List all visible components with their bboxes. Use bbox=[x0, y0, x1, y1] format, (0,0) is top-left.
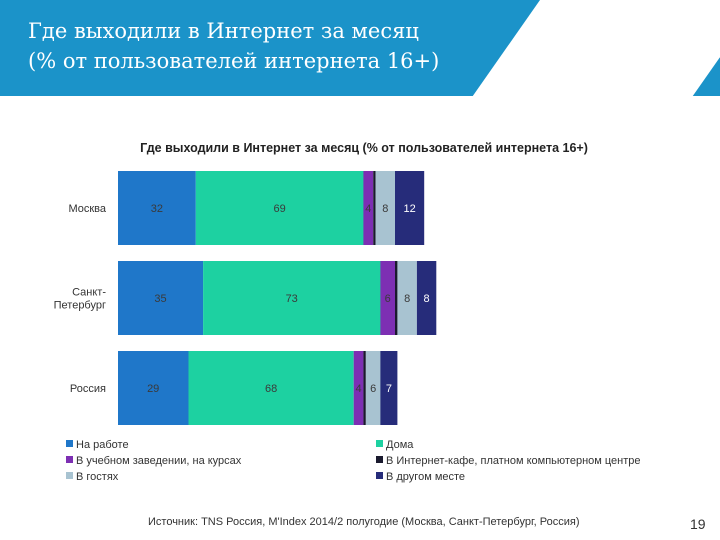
bar-segment bbox=[416, 261, 437, 335]
legend-label: В учебном заведении, на курсах bbox=[76, 455, 242, 467]
slide-title: Где выходили в Интернет за месяц (% от п… bbox=[28, 16, 628, 76]
header-band bbox=[0, 0, 720, 96]
slide-title-line1: Где выходили в Интернет за месяц bbox=[28, 19, 419, 43]
legend-swatch bbox=[376, 440, 383, 447]
legend-swatch bbox=[376, 472, 383, 479]
legend-swatch bbox=[66, 472, 73, 479]
page-number: 19 bbox=[690, 516, 706, 532]
data-label: 68 bbox=[265, 383, 277, 395]
data-label: 32 bbox=[151, 203, 163, 215]
category-label: Петербург bbox=[54, 300, 106, 312]
category-label: Москва bbox=[68, 203, 106, 215]
bar-segment bbox=[188, 351, 354, 425]
legend-swatch bbox=[66, 456, 73, 463]
bar-segment bbox=[118, 351, 189, 425]
bar-segment bbox=[375, 171, 395, 245]
bar-segment bbox=[380, 351, 398, 425]
slide-title-line2: (% от пользователей интернета 16+) bbox=[28, 49, 440, 73]
bar-segment bbox=[365, 351, 381, 425]
bar-segment bbox=[395, 171, 425, 245]
data-label: 6 bbox=[370, 383, 376, 395]
data-label: 6 bbox=[385, 293, 391, 305]
bar-segment bbox=[203, 261, 381, 335]
bar-segment bbox=[118, 261, 204, 335]
legend-label: Дома bbox=[386, 439, 414, 451]
chart-title: Где выходили в Интернет за месяц (% от п… bbox=[140, 141, 588, 155]
data-label: 4 bbox=[356, 383, 362, 395]
legend-item: Дома bbox=[376, 438, 413, 452]
legend-label: В другом месте bbox=[386, 471, 466, 483]
legend-swatch bbox=[376, 456, 383, 463]
data-label: 12 bbox=[403, 203, 415, 215]
bar-segment bbox=[373, 171, 376, 245]
legend-label: В гостях bbox=[76, 471, 119, 483]
bar-segment bbox=[395, 261, 398, 335]
bar-segment bbox=[195, 171, 364, 245]
category-label: Санкт- bbox=[72, 287, 106, 299]
bar-segment bbox=[363, 351, 366, 425]
legend-item: В гостях bbox=[66, 470, 118, 484]
legend-label: На работе bbox=[76, 439, 129, 451]
bar-segment bbox=[118, 171, 196, 245]
bar-segment bbox=[380, 261, 395, 335]
legend-item: В другом месте bbox=[376, 470, 465, 484]
data-label: 8 bbox=[382, 203, 388, 215]
data-label: 73 bbox=[286, 293, 298, 305]
data-label: 8 bbox=[424, 293, 430, 305]
data-label: 4 bbox=[365, 203, 371, 215]
legend-label: В Интернет-кафе, платном компьютерном це… bbox=[386, 455, 641, 467]
data-label: 69 bbox=[273, 203, 285, 215]
bar-segment bbox=[397, 261, 417, 335]
data-label: 35 bbox=[154, 293, 166, 305]
data-label: 8 bbox=[404, 293, 410, 305]
data-label: 29 bbox=[147, 383, 159, 395]
bar-segment bbox=[363, 171, 374, 245]
source-note: Источник: TNS Россия, M'Index 2014/2 пол… bbox=[148, 516, 580, 528]
legend-item: На работе bbox=[66, 438, 129, 452]
bar-segment bbox=[353, 351, 364, 425]
legend-item: В учебном заведении, на курсах bbox=[66, 454, 241, 468]
category-labels: Москва Санкт-Петербург Россия bbox=[54, 203, 107, 395]
category-label: Россия bbox=[70, 383, 106, 395]
data-label: 7 bbox=[386, 383, 392, 395]
legend-swatch bbox=[66, 440, 73, 447]
legend-item: В Интернет-кафе, платном компьютерном це… bbox=[376, 454, 641, 468]
